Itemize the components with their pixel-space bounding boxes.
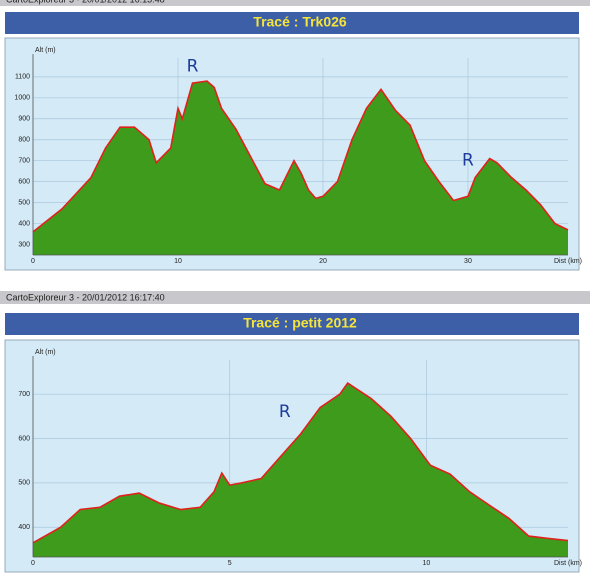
area <box>33 81 568 255</box>
area <box>33 383 568 557</box>
y-tick-label: 600 <box>18 435 30 442</box>
y-tick-label: 800 <box>18 137 30 144</box>
y-tick-label: 1000 <box>14 95 30 102</box>
profile-line <box>32 80 569 233</box>
x-tick-label: 30 <box>464 258 472 265</box>
header-bar <box>0 0 590 6</box>
annotation: R <box>279 402 291 422</box>
title-bar <box>5 12 579 34</box>
x-tick-label: 0 <box>31 560 35 567</box>
y-tick-label: 500 <box>18 480 30 487</box>
y-tick-label: 700 <box>18 158 30 165</box>
header-text: CartoExploreur 3 - 20/01/2012 16:17:40 <box>6 292 165 302</box>
chart-title: Tracé : petit 2012 <box>243 315 357 331</box>
header-bar <box>0 291 590 304</box>
annotation: R <box>187 56 199 76</box>
y-tick-label: 700 <box>18 391 30 398</box>
annotation: R <box>462 151 474 171</box>
profile-line <box>32 382 569 544</box>
x-tick-label: 10 <box>174 258 182 265</box>
y-tick-label: 500 <box>18 199 30 206</box>
y-axis-label: Alt (m) <box>35 349 56 356</box>
x-axis-label: Dist (km) <box>554 560 582 567</box>
title-bar <box>5 313 579 335</box>
y-axis-label: Alt (m) <box>35 47 56 54</box>
y-tick-label: 900 <box>18 116 30 123</box>
y-tick-label: 400 <box>18 220 30 227</box>
header-text: CartoExploreur 3 - 20/01/2012 16:13:48 <box>6 0 165 4</box>
x-tick-label: 0 <box>31 258 35 265</box>
x-axis-label: Dist (km) <box>554 258 582 265</box>
chart-title: Tracé : Trk026 <box>253 14 347 30</box>
y-tick-label: 600 <box>18 178 30 185</box>
x-tick-label: 10 <box>422 560 430 567</box>
y-tick-label: 400 <box>18 524 30 531</box>
x-tick-label: 5 <box>228 560 232 567</box>
y-tick-label: 300 <box>18 241 30 248</box>
x-tick-label: 20 <box>319 258 327 265</box>
y-tick-label: 1100 <box>15 74 30 81</box>
